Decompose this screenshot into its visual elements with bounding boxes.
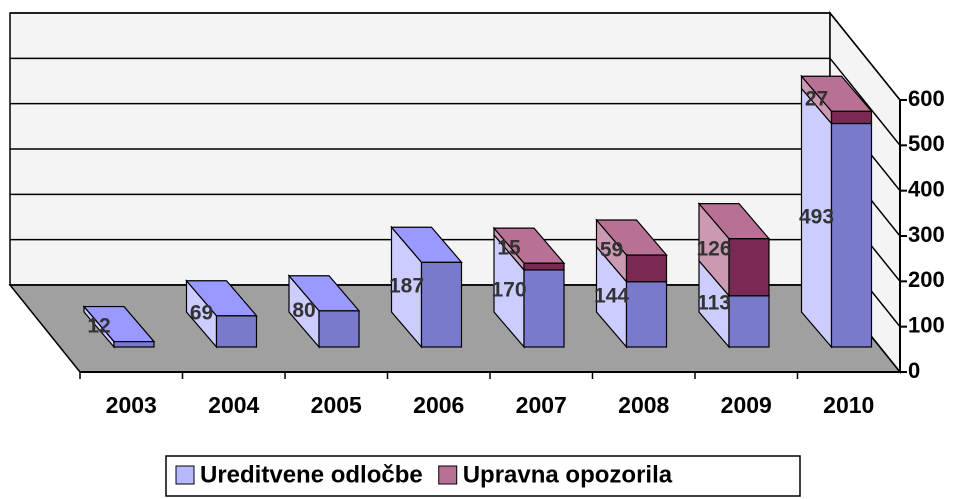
- bar-top: [800, 75, 873, 112]
- bar: [830, 110, 873, 125]
- bar-top: [697, 203, 771, 240]
- bar-top: [390, 226, 463, 263]
- data-label: 80: [292, 299, 315, 322]
- x-tick-label: 2006: [413, 392, 464, 418]
- x-tick-label: 2004: [208, 392, 259, 418]
- grid-line: [10, 57, 901, 146]
- data-label: 59: [600, 238, 623, 261]
- bar: [318, 310, 360, 348]
- bar: [113, 340, 155, 348]
- data-label: 187: [389, 275, 424, 298]
- y-tick-label: 500: [908, 131, 945, 156]
- x-tick-label: 2005: [311, 392, 362, 418]
- y-tick-label: 600: [908, 86, 945, 111]
- bar: [215, 315, 258, 348]
- bar: [523, 269, 565, 348]
- data-label: 15: [497, 237, 521, 260]
- x-tick-label: 2008: [618, 392, 669, 418]
- data-label: 126: [696, 237, 731, 260]
- bar-top: [287, 275, 361, 312]
- x-tick-label: 2007: [516, 392, 567, 418]
- bar-top: [595, 219, 668, 256]
- bar-top: [492, 227, 566, 264]
- x-tick-label: 2010: [823, 392, 874, 418]
- x-tick-label: 2009: [721, 392, 772, 418]
- y-tick-label: 100: [908, 312, 945, 337]
- legend-label: Ureditvene odločbe: [200, 461, 423, 488]
- data-label: 69: [190, 301, 213, 324]
- legend-label: Upravna opozorila: [463, 461, 673, 488]
- bar-top: [82, 305, 156, 343]
- y-tick-label: 400: [908, 176, 945, 201]
- legend-swatch: [438, 465, 458, 485]
- bar-top: [185, 280, 258, 317]
- bar: [728, 238, 770, 297]
- bar: [523, 262, 565, 271]
- bar: [625, 254, 668, 283]
- bar: [625, 281, 668, 348]
- grid-line: [10, 12, 901, 101]
- y-tick-label: 300: [908, 222, 945, 247]
- legend-swatch: [175, 465, 195, 485]
- data-label: 493: [799, 205, 834, 228]
- data-label: 144: [594, 284, 629, 307]
- data-label: 170: [491, 279, 526, 302]
- data-label: 12: [87, 314, 110, 337]
- bar: [728, 295, 770, 348]
- data-label: 113: [697, 291, 731, 314]
- x-tick-label: 2003: [106, 392, 157, 418]
- legend-box: [165, 455, 801, 497]
- data-label: 27: [805, 87, 828, 110]
- y-tick-label: 200: [908, 267, 945, 292]
- bar: [420, 261, 463, 348]
- bar: [830, 122, 873, 348]
- y-tick-label: 0: [908, 358, 920, 383]
